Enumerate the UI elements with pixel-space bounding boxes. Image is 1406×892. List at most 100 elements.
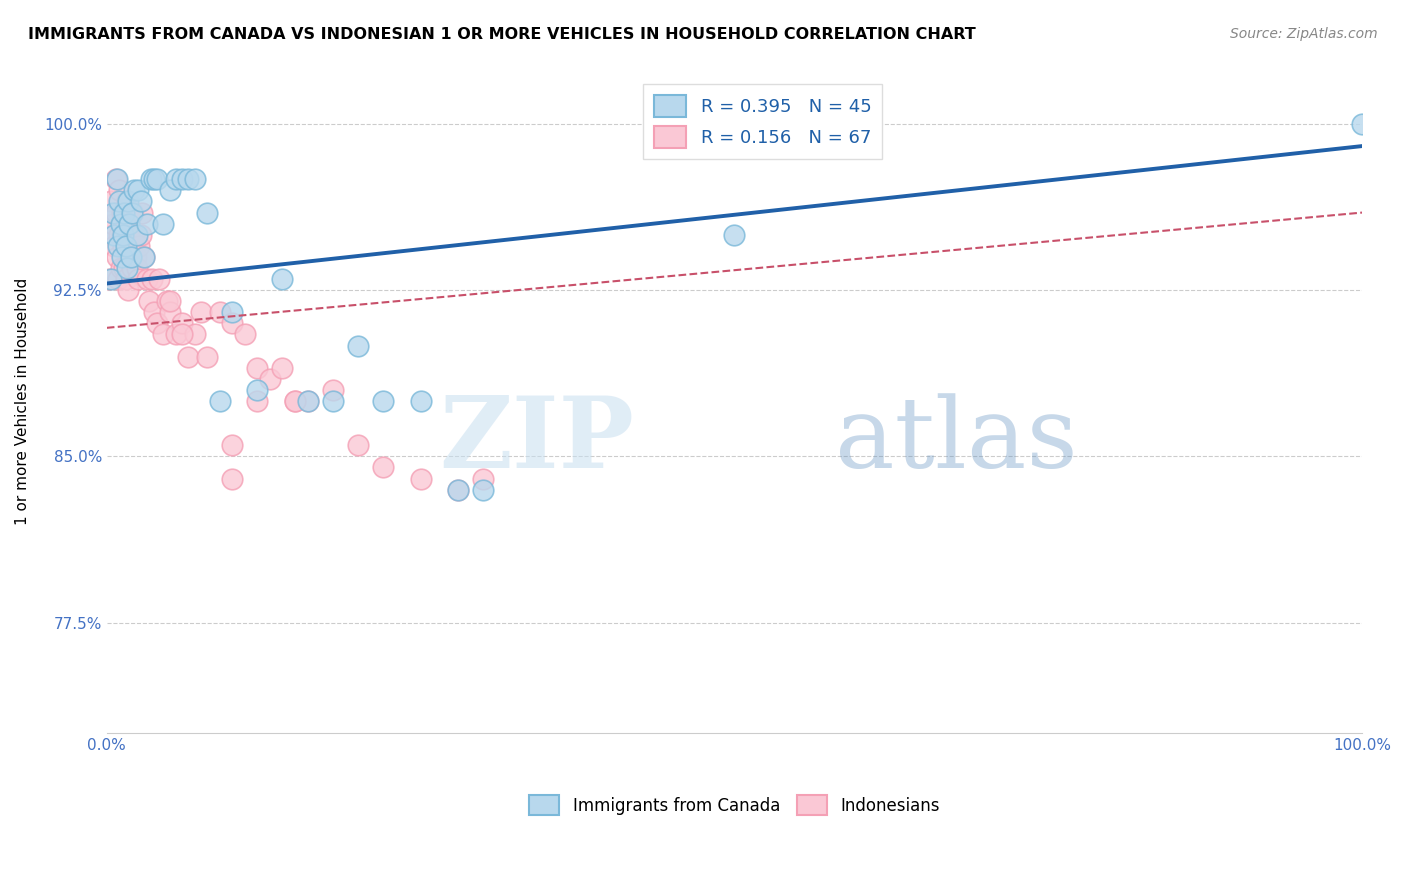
- Point: [371, 394, 394, 409]
- Point: [111, 205, 134, 219]
- Point: [128, 239, 150, 253]
- Point: [152, 327, 174, 342]
- Point: [183, 172, 205, 186]
- Point: [105, 172, 128, 186]
- Point: [472, 471, 495, 485]
- Point: [121, 205, 143, 219]
- Point: [103, 239, 125, 253]
- Point: [322, 383, 344, 397]
- Point: [134, 250, 156, 264]
- Point: [297, 394, 319, 409]
- Point: [101, 217, 124, 231]
- Point: [143, 172, 166, 186]
- Point: [177, 350, 200, 364]
- Point: [221, 438, 243, 452]
- Point: [143, 305, 166, 319]
- Point: [152, 217, 174, 231]
- Point: [346, 438, 368, 452]
- Point: [103, 227, 125, 242]
- Point: [170, 317, 193, 331]
- Point: [101, 205, 124, 219]
- Point: [322, 394, 344, 409]
- Point: [114, 217, 136, 231]
- Point: [98, 272, 121, 286]
- Point: [134, 250, 156, 264]
- Point: [115, 194, 138, 209]
- Point: [159, 183, 181, 197]
- Point: [118, 217, 141, 231]
- Text: Source: ZipAtlas.com: Source: ZipAtlas.com: [1230, 27, 1378, 41]
- Point: [105, 250, 128, 264]
- Point: [409, 471, 432, 485]
- Point: [127, 183, 149, 197]
- Point: [183, 327, 205, 342]
- Text: atlas: atlas: [835, 393, 1077, 489]
- Point: [107, 272, 129, 286]
- Legend: Immigrants from Canada, Indonesians: Immigrants from Canada, Indonesians: [523, 789, 946, 822]
- Point: [159, 294, 181, 309]
- Point: [100, 227, 122, 242]
- Text: ZIP: ZIP: [439, 392, 634, 490]
- Point: [271, 360, 294, 375]
- Point: [114, 239, 136, 253]
- Point: [124, 227, 146, 242]
- Point: [104, 172, 127, 186]
- Point: [146, 172, 169, 186]
- Point: [221, 305, 243, 319]
- Point: [156, 294, 179, 309]
- Point: [117, 283, 139, 297]
- Point: [170, 327, 193, 342]
- Point: [297, 394, 319, 409]
- Point: [111, 250, 134, 264]
- Point: [127, 272, 149, 286]
- Point: [100, 194, 122, 209]
- Point: [159, 305, 181, 319]
- Point: [221, 471, 243, 485]
- Point: [135, 217, 157, 231]
- Point: [112, 227, 135, 242]
- Point: [146, 317, 169, 331]
- Point: [125, 227, 148, 242]
- Point: [112, 260, 135, 275]
- Point: [208, 394, 231, 409]
- Point: [107, 239, 129, 253]
- Point: [100, 272, 122, 286]
- Point: [195, 205, 218, 219]
- Point: [371, 460, 394, 475]
- Point: [246, 383, 269, 397]
- Point: [233, 327, 256, 342]
- Point: [148, 272, 170, 286]
- Point: [112, 239, 135, 253]
- Point: [120, 250, 142, 264]
- Point: [108, 194, 131, 209]
- Point: [114, 272, 136, 286]
- Y-axis label: 1 or more Vehicles in Household: 1 or more Vehicles in Household: [15, 277, 30, 524]
- Point: [208, 305, 231, 319]
- Point: [138, 294, 160, 309]
- Point: [122, 205, 145, 219]
- Point: [1351, 117, 1374, 131]
- Point: [284, 394, 307, 409]
- Point: [170, 172, 193, 186]
- Point: [112, 205, 135, 219]
- Point: [165, 172, 187, 186]
- Point: [409, 394, 432, 409]
- Text: IMMIGRANTS FROM CANADA VS INDONESIAN 1 OR MORE VEHICLES IN HOUSEHOLD CORRELATION: IMMIGRANTS FROM CANADA VS INDONESIAN 1 O…: [28, 27, 976, 42]
- Point: [108, 227, 131, 242]
- Point: [110, 260, 132, 275]
- Point: [104, 205, 127, 219]
- Point: [120, 250, 142, 264]
- Point: [110, 217, 132, 231]
- Point: [221, 317, 243, 331]
- Point: [246, 360, 269, 375]
- Point: [118, 227, 141, 242]
- Point: [271, 272, 294, 286]
- Point: [124, 183, 146, 197]
- Point: [131, 205, 153, 219]
- Point: [195, 350, 218, 364]
- Point: [115, 260, 138, 275]
- Point: [190, 305, 212, 319]
- Point: [121, 260, 143, 275]
- Point: [284, 394, 307, 409]
- Point: [472, 483, 495, 497]
